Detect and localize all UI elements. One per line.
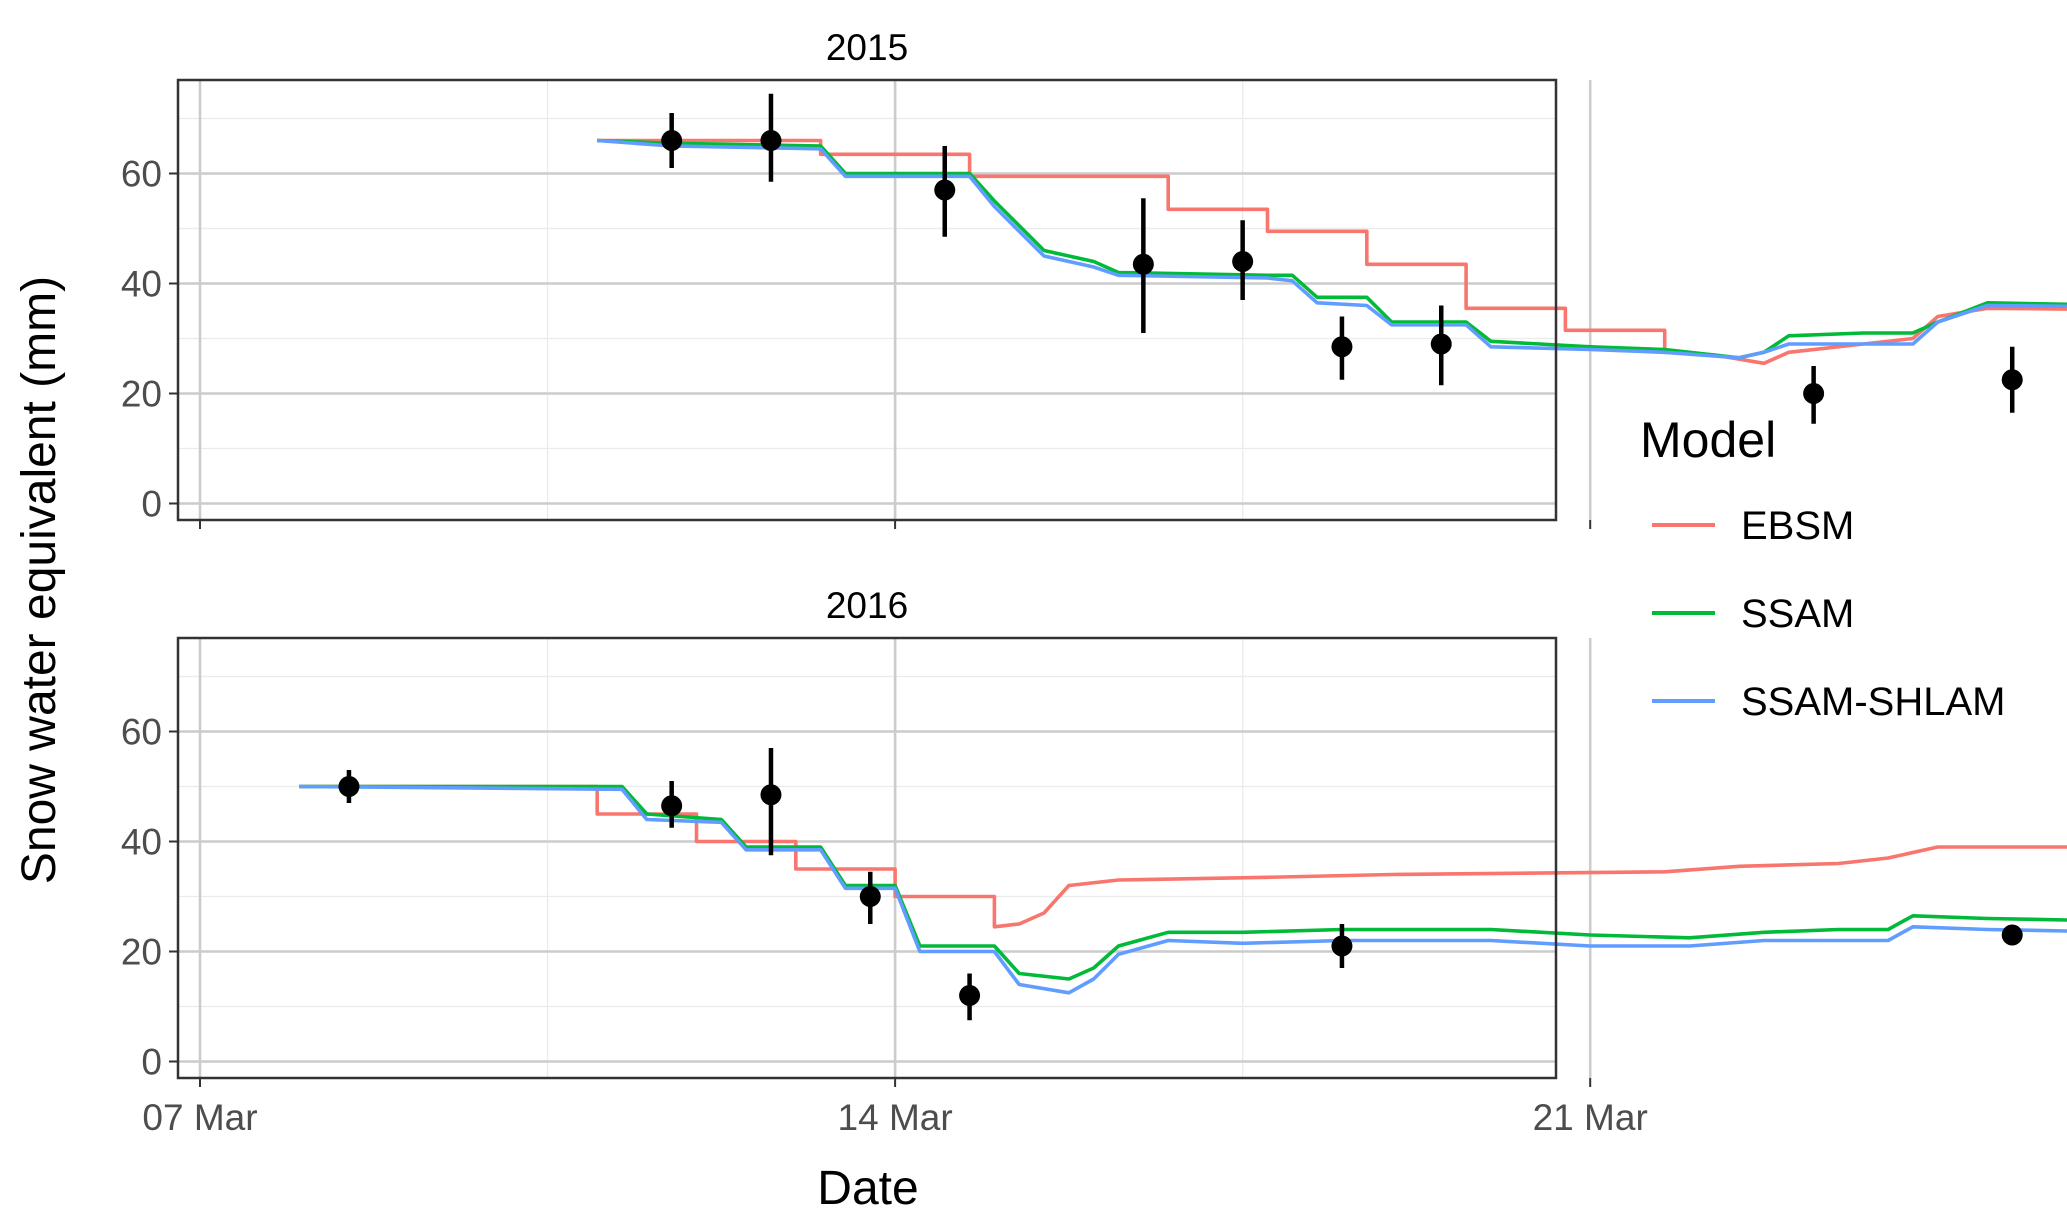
- panel-background: [178, 80, 1556, 520]
- legend-label-ebsm: EBSM: [1741, 504, 1854, 548]
- y-tick-label: 20: [121, 374, 162, 415]
- observation-point: [1331, 935, 1353, 957]
- observation: [661, 781, 683, 828]
- panel-2015: 2015 0 20 40 60: [121, 27, 2067, 529]
- observations: [338, 748, 2023, 1021]
- panel-border: [176, 78, 1558, 522]
- observation: [859, 871, 881, 924]
- legend-entry-ebsm: EBSM: [1652, 504, 1854, 548]
- series-line-ssam-shlam: [299, 784, 2067, 995]
- observation: [2001, 346, 2023, 413]
- panel-background: [178, 638, 1556, 1078]
- x-axis-title: Date: [817, 1162, 918, 1215]
- observation: [959, 973, 981, 1021]
- x-tick-label: 14 Mar: [838, 1097, 953, 1138]
- observation-point: [1430, 333, 1452, 355]
- y-tick-label: 0: [141, 484, 162, 525]
- chart-panels: 2015 0 20 40 60 2016 0 20 40 60 07 Mar 14 Mar 21 Mar…: [121, 27, 2067, 1138]
- observation-point: [1803, 383, 1825, 404]
- observation: [1331, 924, 1353, 968]
- observation: [338, 770, 360, 803]
- y-tick-label: 40: [121, 822, 162, 863]
- observation: [1331, 316, 1353, 380]
- series-lines: [597, 138, 2067, 366]
- series-line-ssam-shlam: [597, 138, 2067, 360]
- observation-point: [661, 130, 683, 151]
- gridlines: [178, 80, 1592, 520]
- observation: [1232, 220, 1254, 300]
- panel-title: 2015: [826, 27, 908, 68]
- observation-point: [1132, 253, 1154, 275]
- legend-label-ssam-shlam: SSAM-SHLAM: [1741, 680, 2006, 724]
- series-line-ebsm: [299, 784, 2067, 929]
- observation-point: [661, 795, 683, 817]
- y-axis-title: Snow water equivalent (mm): [13, 276, 66, 884]
- legend-title: Model: [1640, 412, 1776, 468]
- y-tick-label: 60: [121, 712, 162, 753]
- y-axis: 0 20 40 60: [121, 712, 178, 1083]
- observations: [661, 93, 2023, 424]
- observation-point: [760, 130, 782, 151]
- x-axis: [199, 520, 1592, 529]
- legend: Model EBSM SSAM SSAM-SHLAM: [1640, 412, 2006, 724]
- observation: [934, 146, 956, 237]
- observation: [760, 748, 782, 856]
- observation: [1430, 305, 1452, 386]
- y-tick-label: 0: [141, 1042, 162, 1083]
- observation-point: [1331, 336, 1353, 358]
- y-axis: 0 20 40 60: [121, 154, 178, 525]
- observation-point: [859, 886, 881, 907]
- observation: [2001, 924, 2023, 946]
- legend-entry-ssam: SSAM: [1652, 592, 1854, 636]
- y-tick-label: 40: [121, 264, 162, 305]
- y-tick-label: 60: [121, 154, 162, 195]
- observation-point: [2001, 369, 2023, 391]
- panel-border: [176, 636, 1558, 1080]
- series-line-ssam: [597, 138, 2067, 360]
- observation: [1803, 366, 1825, 424]
- observation-point: [760, 784, 782, 806]
- observation-point: [934, 179, 956, 201]
- panel-title: 2016: [826, 585, 908, 626]
- observation-point: [1232, 251, 1254, 272]
- observation-point: [338, 776, 360, 797]
- x-tick-label: 21 Mar: [1533, 1097, 1648, 1138]
- series-lines: [299, 784, 2067, 995]
- legend-label-ssam: SSAM: [1741, 592, 1854, 636]
- observation-point: [2001, 924, 2023, 946]
- observation-point: [959, 985, 981, 1006]
- x-tick-label: 07 Mar: [142, 1097, 257, 1138]
- observation: [760, 93, 782, 182]
- series-line-ebsm: [597, 138, 2067, 366]
- y-tick-label: 20: [121, 932, 162, 973]
- observation: [661, 113, 683, 168]
- legend-entry-ssam-shlam: SSAM-SHLAM: [1652, 680, 2006, 724]
- observation: [1132, 198, 1154, 333]
